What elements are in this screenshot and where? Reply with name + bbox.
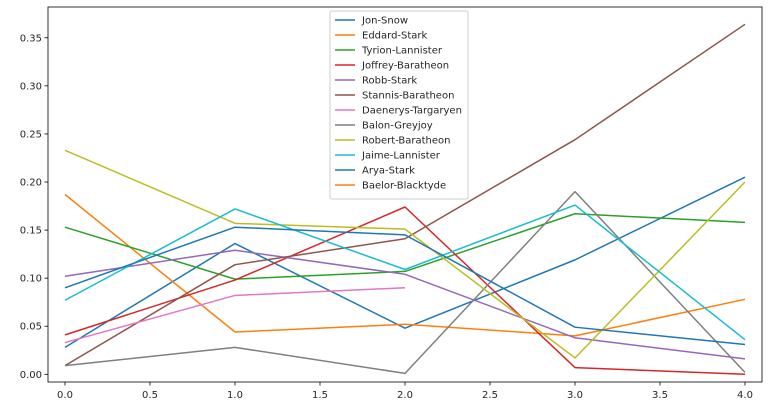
legend-label-10: Arya-Stark xyxy=(362,166,415,177)
y-tick-label: 0.05 xyxy=(20,322,42,333)
series-line-1 xyxy=(64,193,746,337)
series-line-6 xyxy=(64,287,406,344)
y-tick-label: 0.10 xyxy=(20,274,42,285)
series-layer xyxy=(64,23,746,376)
legend-label-8: Robert-Baratheon xyxy=(362,136,451,147)
x-tick-label: 1.0 xyxy=(227,390,243,401)
legend-label-7: Balon-Greyjoy xyxy=(362,121,433,132)
y-tick-label: 0.20 xyxy=(20,178,42,189)
series-line-10 xyxy=(64,226,746,346)
y-tick-label: 0.35 xyxy=(20,33,42,44)
y-tick-label: 0.30 xyxy=(20,81,42,92)
x-tick-label: 3.0 xyxy=(567,390,583,401)
legend-label-4: Robb-Stark xyxy=(362,76,417,87)
series-line-4 xyxy=(64,249,746,360)
y-tick-label: 0.25 xyxy=(20,129,42,140)
legend-label-9: Jaime-Lannister xyxy=(361,151,441,162)
legend-label-11: Baelor-Blacktyde xyxy=(362,181,446,192)
legend: Jon-Snow Eddard-Stark Tyrion-Lannister Joff… xyxy=(329,10,469,200)
x-tick-label: 3.5 xyxy=(652,390,668,401)
x-tick-label: 2.0 xyxy=(397,390,413,401)
x-tick-label: 0.0 xyxy=(57,390,73,401)
series-line-0 xyxy=(64,176,746,349)
y-tick-label: 0.00 xyxy=(20,370,42,381)
x-axis: 0.0 0.5 1.0 1.5 2.0 2.5 3.0 3.5 4.0 xyxy=(57,382,753,401)
legend-label-5: Stannis-Baratheon xyxy=(362,91,454,102)
legend-label-1: Eddard-Stark xyxy=(362,31,428,42)
x-tick-label: 1.5 xyxy=(312,390,328,401)
series-line-8 xyxy=(64,149,746,359)
legend-label-0: Jon-Snow xyxy=(361,16,408,27)
series-line-3 xyxy=(64,206,746,376)
legend-label-3: Joffrey-Baratheon xyxy=(361,61,449,72)
x-tick-label: 4.0 xyxy=(737,390,753,401)
series-line-2 xyxy=(64,212,746,280)
y-axis: 0.00 0.05 0.10 0.15 0.20 0.25 0.30 0.35 xyxy=(20,33,48,381)
y-tick-label: 0.15 xyxy=(20,226,42,237)
legend-box xyxy=(329,10,469,200)
series-line-9 xyxy=(64,204,746,341)
legend-label-2: Tyrion-Lannister xyxy=(361,46,443,57)
series-line-7 xyxy=(64,190,746,375)
series-line-5 xyxy=(64,23,746,367)
x-tick-label: 0.5 xyxy=(142,390,158,401)
legend-label-6: Daenerys-Targaryen xyxy=(362,106,462,117)
x-tick-label: 2.5 xyxy=(482,390,498,401)
